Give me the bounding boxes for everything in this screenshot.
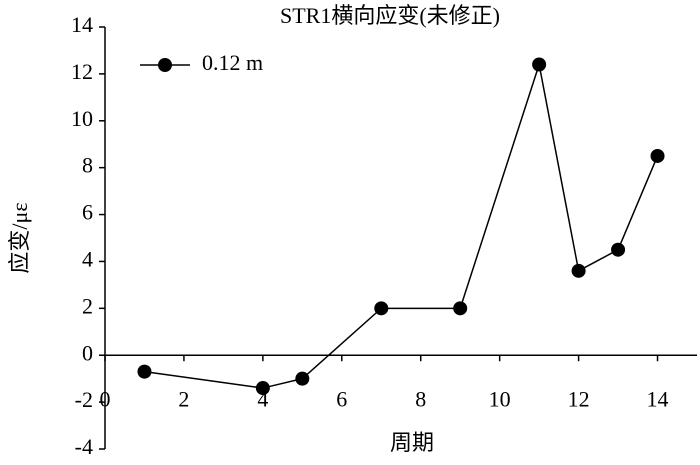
x-tick-label: 14	[647, 386, 669, 411]
point	[532, 57, 547, 72]
x-tick-label: 0	[100, 386, 111, 411]
x-tick-label: 12	[568, 386, 590, 411]
point	[650, 148, 665, 163]
point	[611, 242, 626, 257]
legend-label: 0.12 m	[202, 50, 263, 75]
y-axis-label: 应变/με	[7, 202, 32, 273]
y-tick-label: -2	[75, 387, 93, 412]
series-line	[144, 64, 659, 389]
x-tick-label: 2	[178, 386, 189, 411]
point	[453, 301, 468, 316]
y-tick-label: 4	[82, 246, 93, 271]
y-tick-label: 12	[71, 59, 93, 84]
y-tick-label: 2	[82, 293, 93, 318]
y-tick-label: 10	[71, 106, 93, 131]
y-tick-label: 14	[71, 12, 93, 37]
y-tick-label: 8	[82, 153, 93, 178]
x-axis-label: 周期	[390, 430, 434, 455]
y-tick-label: 6	[82, 200, 93, 225]
chart-title: STR1横向应变(未修正)	[280, 3, 500, 28]
point	[374, 301, 389, 316]
x-tick-label: 6	[336, 386, 347, 411]
legend-marker	[158, 58, 172, 72]
point	[571, 263, 586, 278]
x-tick-label: 8	[415, 386, 426, 411]
x-tick-label: 10	[489, 386, 511, 411]
point	[295, 371, 310, 386]
x-tick-label: 4	[257, 386, 268, 411]
point	[137, 364, 152, 379]
y-tick-label: -4	[75, 434, 93, 459]
y-tick-label: 0	[82, 340, 93, 365]
point	[255, 381, 270, 396]
